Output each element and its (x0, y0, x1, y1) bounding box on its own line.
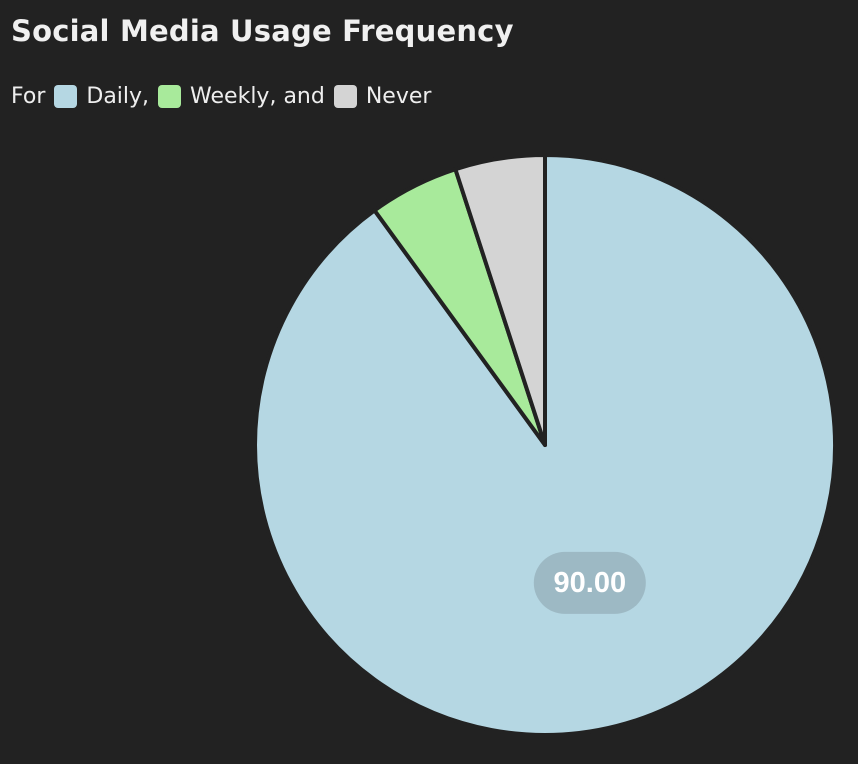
chart-title: Social Media Usage Frequency (11, 14, 514, 48)
legend-swatch-weekly (158, 84, 182, 108)
data-label-text: 90.00 (554, 567, 627, 599)
legend-item-never[interactable]: Never (333, 83, 441, 109)
pie-slice-never[interactable] (453, 153, 547, 447)
legend-label-never: Never (365, 83, 432, 109)
legend-label-weekly: Weekly, and (190, 83, 325, 109)
legend-label-daily: Daily, (86, 83, 150, 109)
data-label-background (533, 551, 646, 614)
legend-item-weekly[interactable]: Weekly, and (158, 84, 334, 109)
legend-swatch-never (333, 84, 357, 108)
legend-swatch-daily (54, 84, 78, 108)
legend-prefix: For (11, 83, 46, 109)
legend-item-daily[interactable]: Daily, (54, 84, 158, 109)
legend: For Daily, Weekly, and Never (11, 82, 440, 110)
data-label: 90.00 (533, 551, 646, 614)
